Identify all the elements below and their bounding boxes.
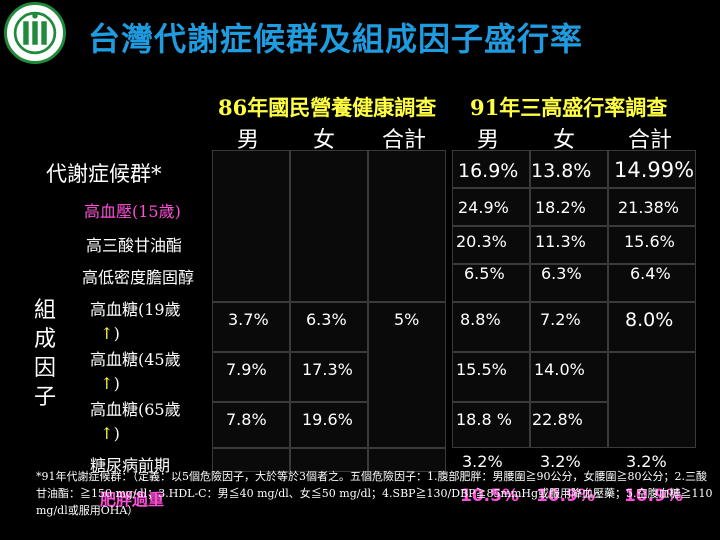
glucose19-s1-female: 6.3% — [306, 310, 347, 329]
glucose19-s2-male: 8.8% — [460, 310, 501, 329]
glucose45-s1-female: 17.3% — [302, 360, 353, 379]
factor-vertical-label: 組 成 因 子 — [33, 298, 56, 410]
page-title: 台灣代謝症候群及組成因子盛行率 — [88, 20, 584, 58]
prediabetes-male: 3.2% — [462, 452, 503, 471]
triglyceride-male: 20.3% — [456, 232, 507, 251]
metabolic-male: 16.9% — [458, 160, 519, 182]
hdl-female: 6.3% — [541, 264, 582, 283]
glucose65-label: 高血糖(65歲 ↑) — [90, 400, 181, 443]
glucose19-label: 高血糖(19歲 ↑) — [90, 300, 181, 343]
survey1-header: 86年國民營養健康調查 — [218, 95, 437, 120]
s1-female-header: 女 — [313, 128, 336, 153]
glucose65-s2-female: 22.8% — [532, 410, 583, 429]
overlay-male: 10.5% — [460, 486, 519, 506]
data-grid — [212, 150, 696, 472]
glucose19-s1-male: 3.7% — [228, 310, 269, 329]
up-arrow-icon: ↑ — [100, 424, 114, 443]
up-arrow-icon: ↑ — [100, 374, 114, 393]
hypertension-male: 24.9% — [458, 198, 509, 217]
hdl-label: 高低密度膽固醇 — [82, 268, 195, 287]
triglyceride-total: 15.6% — [624, 232, 675, 251]
glucose65-s1-male: 7.8% — [226, 410, 267, 429]
overlay-total: 10.9% — [624, 486, 683, 506]
survey2-header: 91年三高盛行率調查 — [470, 95, 668, 120]
hypertension-total: 21.38% — [618, 198, 680, 217]
glucose45-s1-male: 7.9% — [226, 360, 267, 379]
glucose45-s2-male: 15.5% — [456, 360, 507, 379]
metabolic-label: 代謝症候群* — [46, 162, 162, 186]
s1-male-header: 男 — [237, 128, 260, 153]
glucose19-s2-female: 7.2% — [540, 310, 581, 329]
triglyceride-female: 11.3% — [535, 232, 586, 251]
glucose65-s1-female: 19.6% — [302, 410, 353, 429]
metabolic-total: 14.99% — [614, 158, 695, 182]
glucose65-s2-male: 18.8 % — [456, 410, 512, 429]
prediabetes-total: 3.2% — [626, 452, 667, 471]
glucose19-s1-total: 5% — [394, 310, 420, 329]
prediabetes-female: 3.2% — [540, 452, 581, 471]
metabolic-female: 13.8% — [531, 160, 592, 182]
s2-total-header: 合計 — [628, 128, 673, 153]
glucose45-label: 高血糖(45歲 ↑) — [90, 350, 181, 393]
triglyceride-label: 高三酸甘油酯 — [86, 236, 183, 255]
hypertension-female: 18.2% — [535, 198, 586, 217]
footnote: *91年代謝症候群：（定義：以5個危險因子，大於等於3個者之。五個危險因子：1.… — [36, 470, 713, 517]
overlay-female: 10.9% — [536, 486, 595, 506]
glucose45-s2-female: 14.0% — [534, 360, 585, 379]
hdl-total: 6.4% — [630, 264, 671, 283]
s2-male-header: 男 — [477, 128, 500, 153]
s1-total-header: 合計 — [382, 128, 427, 153]
logo — [4, 2, 66, 64]
hdl-male: 6.5% — [464, 264, 505, 283]
hypertension-label: 高血壓(15歲) — [84, 202, 181, 221]
up-arrow-icon: ↑ — [100, 324, 114, 343]
overlay-label: 肥胖過重 — [100, 490, 165, 509]
glucose19-s2-total: 8.0% — [625, 309, 674, 331]
logo-emblem — [8, 6, 62, 60]
s2-female-header: 女 — [553, 128, 576, 153]
prediabetes-label: 糖尿病前期 — [90, 456, 171, 475]
